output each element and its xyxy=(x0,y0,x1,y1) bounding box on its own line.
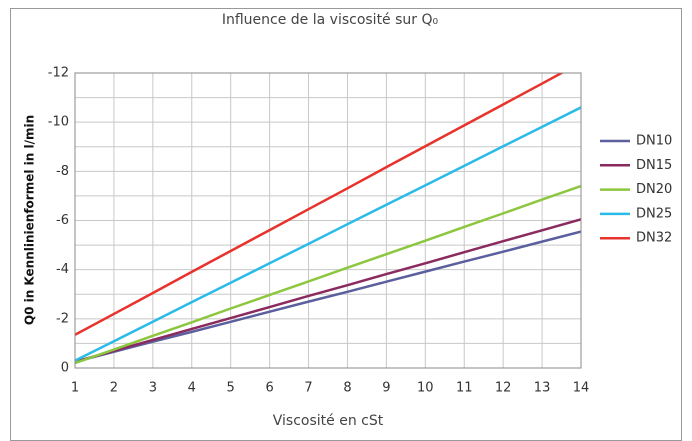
legend-label: DN32 xyxy=(636,231,672,246)
x-tick-label: 13 xyxy=(534,381,551,396)
x-tick-label: 2 xyxy=(110,381,118,396)
x-axis-label: Viscosité en cSt xyxy=(273,413,384,429)
plot-area xyxy=(75,73,581,365)
x-tick-label: 4 xyxy=(188,381,196,396)
x-tick-label: 11 xyxy=(456,381,473,396)
y-tick-label: -2 xyxy=(56,311,69,326)
y-tick-label: -6 xyxy=(56,213,69,228)
x-tick-label: 12 xyxy=(495,381,512,396)
legend-label: DN10 xyxy=(636,134,672,149)
data-line xyxy=(75,218,581,364)
data-line xyxy=(75,230,581,364)
y-tick-label: -12 xyxy=(48,66,69,81)
x-tick-label: 3 xyxy=(149,381,157,396)
x-tick-label: 10 xyxy=(417,381,434,396)
legend-label: DN20 xyxy=(636,182,672,197)
data-line xyxy=(75,106,581,362)
chart-title: Influence de la viscosité sur Q₀ xyxy=(222,12,439,28)
y-axis-label: Q0 in Kennlinienformel in l/min xyxy=(23,115,37,325)
x-tick-label: 7 xyxy=(304,381,312,396)
x-tick-label: 6 xyxy=(265,381,273,396)
x-tick-label: 1 xyxy=(71,381,79,396)
legend-label: DN15 xyxy=(636,158,672,173)
x-tick-label: 14 xyxy=(573,381,590,396)
x-tick-label: 5 xyxy=(227,381,235,396)
data-line xyxy=(75,73,565,336)
x-tick-label: 8 xyxy=(343,381,351,396)
data-line xyxy=(75,184,581,365)
x-tick-label: 9 xyxy=(382,381,390,396)
plot-border xyxy=(74,72,582,369)
y-tick-label: 0 xyxy=(61,361,69,376)
y-tick-label: -8 xyxy=(56,164,69,179)
y-tick-label: -10 xyxy=(48,115,69,130)
legend-label: DN25 xyxy=(636,206,672,221)
y-tick-label: -4 xyxy=(56,262,69,277)
